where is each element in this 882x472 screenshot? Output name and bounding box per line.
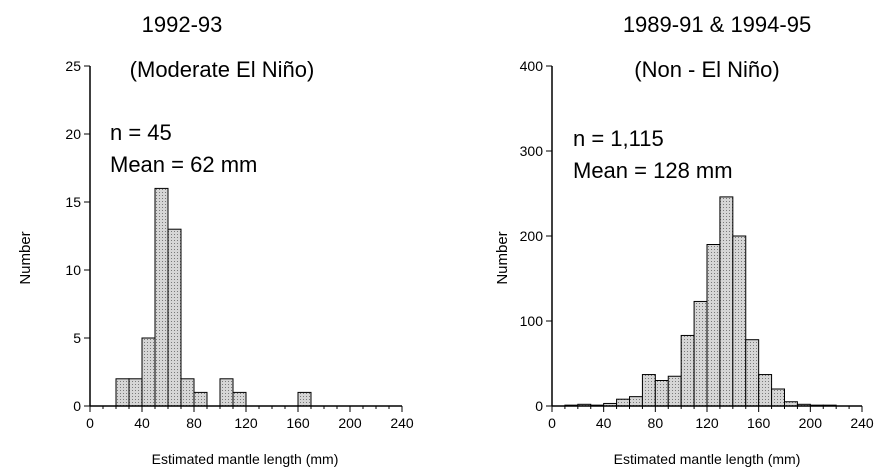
histogram-bar	[771, 388, 785, 407]
x-tick-label: 160	[286, 415, 310, 431]
histogram-bar	[193, 391, 208, 407]
x-tick-label: 40	[134, 415, 150, 431]
y-tick-label: 200	[520, 228, 544, 244]
y-tick-label: 0	[73, 398, 81, 414]
histogram-bar	[616, 398, 630, 407]
histogram-bar	[154, 187, 169, 407]
y-tick-label: 300	[520, 143, 544, 159]
sample-size-annotation: n = 45	[110, 120, 172, 145]
histogram-bar	[654, 380, 669, 407]
histogram-bar	[115, 378, 130, 407]
sample-size-annotation: n = 1,115	[573, 126, 664, 151]
y-tick-label: 0	[535, 398, 543, 414]
x-tick-label: 120	[234, 415, 258, 431]
histogram-bar	[693, 300, 708, 407]
histogram-bar	[141, 337, 156, 407]
histogram-panel-non-el-nino: 1989-91 & 1994-95 (Non - El Niño) n = 1,…	[494, 12, 874, 467]
x-tick-label: 0	[548, 415, 556, 431]
x-tick-label: 160	[747, 415, 771, 431]
x-axis-label: Estimated mantle length (mm)	[152, 451, 339, 467]
x-axis-label: Estimated mantle length (mm)	[614, 451, 801, 467]
mean-annotation: Mean = 62 mm	[110, 152, 257, 177]
histogram-bar	[719, 196, 734, 407]
histogram-bar	[667, 375, 682, 407]
y-tick-label: 400	[520, 58, 544, 74]
histogram-bar	[629, 396, 643, 407]
x-tick-label: 0	[86, 415, 94, 431]
histogram-bar	[167, 228, 182, 407]
x-tick-label: 240	[850, 415, 874, 431]
histogram-bar	[232, 391, 247, 407]
histogram-bar	[680, 334, 695, 407]
x-tick-label: 80	[648, 415, 664, 431]
chart-title: 1992-93	[142, 12, 223, 37]
y-tick-label: 10	[65, 262, 81, 278]
y-tick-label: 25	[65, 58, 81, 74]
y-axis-label: Number	[17, 231, 34, 284]
y-tick-label: 15	[65, 194, 81, 210]
chart-subtitle: (Moderate El Niño)	[130, 57, 315, 82]
y-tick-label: 20	[65, 126, 81, 142]
histogram-bar	[706, 244, 721, 407]
histogram-panel-el-nino: 1992-93 (Moderate El Niño) n = 45 Mean =…	[17, 12, 414, 467]
x-tick-label: 40	[596, 415, 612, 431]
histogram-bar	[180, 378, 195, 407]
x-tick-label: 80	[186, 415, 202, 431]
y-tick-label: 5	[73, 330, 81, 346]
y-tick-label: 100	[520, 313, 544, 329]
x-tick-label: 200	[799, 415, 823, 431]
x-tick-label: 120	[695, 415, 719, 431]
histogram-bar	[641, 374, 656, 407]
chart-subtitle: (Non - El Niño)	[634, 57, 779, 82]
y-axis-label: Number	[494, 231, 511, 284]
x-tick-label: 200	[338, 415, 362, 431]
histogram-bar	[745, 339, 760, 407]
histogram-bar	[219, 378, 234, 407]
histogram-bar	[297, 391, 312, 407]
x-tick-label: 240	[390, 415, 414, 431]
histogram-bar	[128, 378, 143, 407]
mean-annotation: Mean = 128 mm	[573, 158, 733, 183]
chart-title: 1989-91 & 1994-95	[623, 12, 811, 37]
histogram-bar	[732, 235, 747, 407]
histogram-bar	[758, 374, 773, 407]
